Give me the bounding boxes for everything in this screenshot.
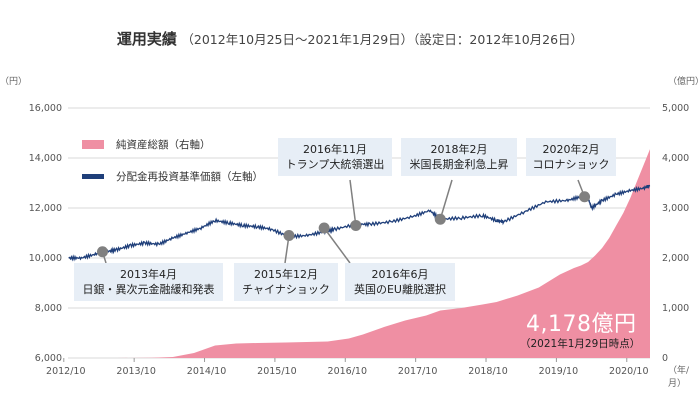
callout-date: 2015年12月: [254, 268, 318, 281]
y-right-tick-label: 4,000: [662, 153, 689, 164]
annotation-connector: [349, 179, 357, 226]
legend-label-net-assets: 純資産総額（右軸）: [116, 139, 211, 151]
y-right-tick-label: 2,000: [662, 253, 689, 264]
callout-date: 2018年2月: [430, 143, 488, 156]
callout-2016-06: 2016年6月 英国のEU離脱選択: [345, 263, 455, 301]
callout-date: 2020年2月: [542, 143, 600, 156]
annotation-marker: [350, 220, 362, 231]
callout-event: チャイナショック: [242, 283, 330, 296]
callout-event: 日銀・異次元金融緩和発表: [82, 283, 215, 296]
x-tick-label: 2012/10: [46, 366, 85, 377]
x-tick-label: 2015/10: [257, 366, 296, 377]
y-right-tick-label: 5,000: [662, 103, 689, 114]
x-tick-label: 2013/10: [116, 366, 155, 377]
callout-event: コロナショック: [532, 158, 610, 171]
legend-item-nav: 分配金再投資基準価額（左軸）: [82, 169, 263, 184]
callout-event: 英国のEU離脱選択: [353, 283, 446, 296]
legend-label-nav: 分配金再投資基準価額（左軸）: [116, 171, 263, 183]
callout-date: 2016年11月: [303, 143, 367, 156]
x-tick-label: 2019/10: [539, 366, 578, 377]
legend-swatch-nav: [82, 174, 104, 179]
legend-item-net-assets: 純資産総額（右軸）: [82, 137, 211, 152]
series-net-assets-area: [68, 149, 650, 358]
callout-2020-02: 2020年2月 コロナショック: [526, 138, 616, 176]
y-left-tick-label: 6,000: [35, 353, 62, 364]
annotation-marker: [434, 213, 446, 225]
x-tick-label: 2018/10: [468, 366, 507, 377]
callout-2018-02: 2018年2月 米国長期金利急上昇: [401, 138, 517, 176]
title-main: 運用実績: [116, 30, 177, 48]
y-left-tick-label: 16,000: [29, 103, 62, 114]
annotation-marker: [283, 230, 295, 241]
annotation-marker: [318, 222, 330, 234]
annotation-marker: [579, 191, 591, 203]
x-tick-label: 2020/10: [609, 366, 648, 377]
callout-2013-04: 2013年4月 日銀・異次元金融緩和発表: [74, 263, 223, 301]
annotation-connector: [323, 227, 351, 264]
left-axis-unit: （円）: [0, 77, 28, 87]
annotation-connector: [439, 179, 453, 220]
y-right-tick-label: 1,000: [662, 303, 689, 314]
net-assets-highlight-date: （2021年1月29日時点）: [520, 338, 641, 350]
legend-swatch-net-assets: [82, 140, 104, 149]
x-tick-label: 2014/10: [187, 366, 226, 377]
chart-title: 運用実績 （2012年10月25日～2021年1月29日）（設定日：2012年1…: [0, 28, 700, 49]
x-tick-label: 2017/10: [398, 366, 437, 377]
y-left-tick-label: 14,000: [29, 153, 62, 164]
title-period: （2012年10月25日～2021年1月29日）（設定日：2012年10月26日…: [181, 32, 584, 47]
x-axis-unit: （年/月）: [668, 366, 690, 389]
y-left-tick-label: 8,000: [35, 303, 62, 314]
callout-date: 2016年6月: [371, 268, 429, 281]
callout-2015-12: 2015年12月 チャイナショック: [234, 263, 338, 301]
x-tick-label: 2016/10: [328, 366, 367, 377]
callout-event: 米国長期金利急上昇: [409, 158, 509, 171]
net-assets-highlight: 4,178億円: [526, 312, 637, 337]
right-axis-unit: （億円）: [668, 77, 700, 87]
callout-event: トランプ大統領選出: [285, 158, 385, 171]
y-left-tick-label: 10,000: [29, 253, 62, 264]
y-left-tick-label: 12,000: [29, 203, 62, 214]
callout-2016-11: 2016年11月 トランプ大統領選出: [278, 138, 392, 176]
callout-date: 2013年4月: [120, 268, 177, 281]
y-right-tick-label: 3,000: [662, 203, 689, 214]
annotation-marker: [96, 246, 108, 258]
y-right-tick-label: 0: [662, 353, 668, 364]
